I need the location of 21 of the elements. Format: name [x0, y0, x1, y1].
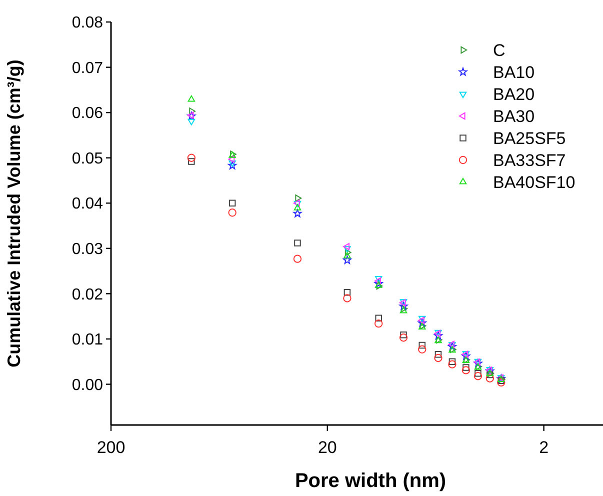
y-tick-label: 0.05	[72, 150, 104, 168]
y-tick-label: 0.04	[72, 196, 104, 213]
x-axis-title: Pore width (nm)	[294, 470, 446, 492]
x-tick-label: 20	[318, 438, 337, 457]
y-tick-label: 0.08	[72, 14, 104, 32]
y-tick-label: 0.00	[72, 376, 104, 394]
y-tick-label: 0.02	[72, 286, 104, 304]
legend-label: BA30	[493, 107, 535, 126]
legend-label: BA40SF10	[493, 173, 576, 192]
y-tick-label: 0.01	[72, 332, 104, 349]
legend-label: BA10	[493, 63, 535, 82]
legend-label: BA25SF5	[493, 129, 566, 148]
legend-label: BA33SF7	[493, 151, 566, 170]
legend-label: C	[493, 41, 506, 60]
y-tick-label: 0.03	[72, 241, 104, 258]
y-tick-label: 0.06	[72, 105, 104, 122]
x-tick-label: 2	[539, 438, 549, 457]
x-tick-label: 200	[96, 438, 126, 457]
legend-label: BA20	[493, 85, 535, 104]
y-tick-label: 0.07	[72, 60, 104, 77]
y-axis-title: Cumulative Intruded Volume (cm³/g)	[4, 60, 24, 368]
